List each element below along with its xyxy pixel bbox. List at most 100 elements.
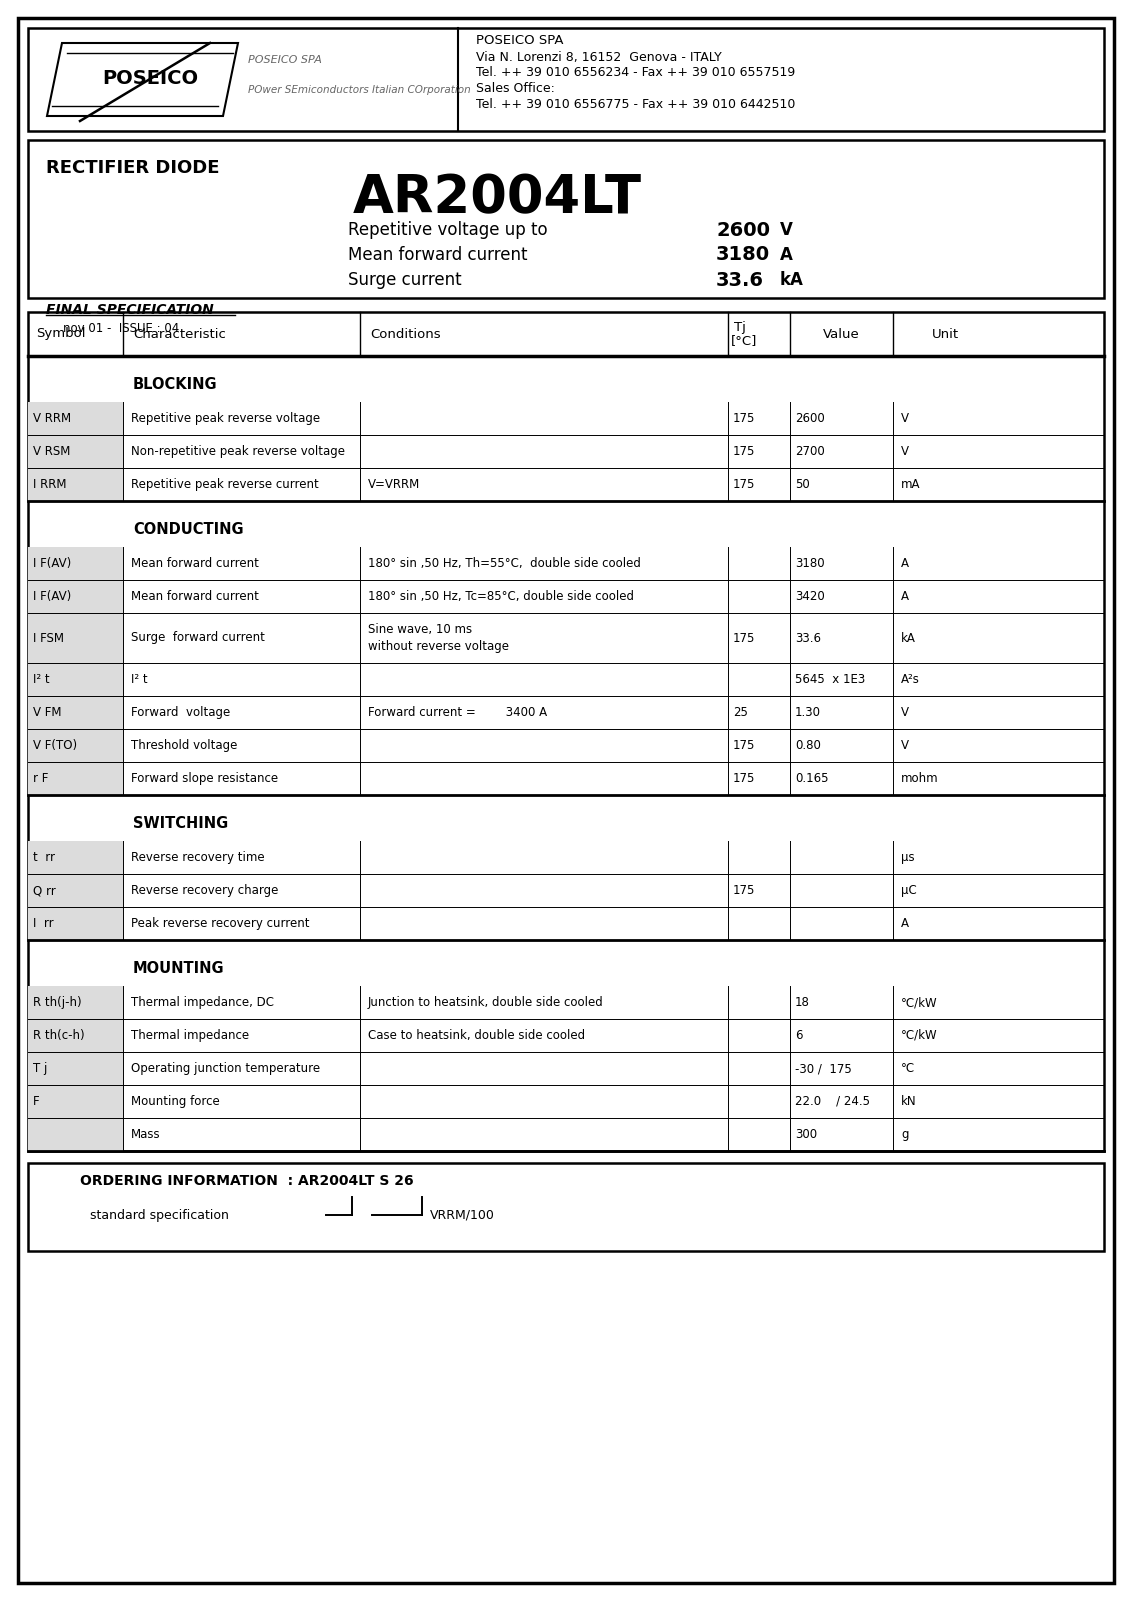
Text: Forward  voltage: Forward voltage: [131, 706, 231, 718]
Text: °C/kW: °C/kW: [901, 995, 938, 1010]
Text: Non-repetitive peak reverse voltage: Non-repetitive peak reverse voltage: [131, 445, 345, 458]
Text: 50: 50: [795, 478, 810, 491]
Text: RECTIFIER DIODE: RECTIFIER DIODE: [46, 158, 219, 178]
Bar: [28, 467, 123, 501]
Text: kN: kN: [901, 1094, 916, 1107]
Bar: [28, 613, 123, 662]
Bar: [28, 1019, 123, 1053]
Bar: [28, 842, 123, 874]
Text: Q rr: Q rr: [33, 883, 55, 898]
Text: R th(j-h): R th(j-h): [33, 995, 81, 1010]
Text: POSEICO: POSEICO: [102, 69, 198, 88]
Text: Reverse recovery charge: Reverse recovery charge: [131, 883, 278, 898]
Text: BLOCKING: BLOCKING: [133, 378, 217, 392]
Text: Mean forward current: Mean forward current: [131, 557, 259, 570]
Bar: [28, 662, 123, 696]
Text: Thermal impedance, DC: Thermal impedance, DC: [131, 995, 274, 1010]
Text: 175: 175: [733, 411, 756, 426]
Text: A: A: [901, 557, 909, 570]
Text: Conditions: Conditions: [370, 328, 441, 341]
Text: Via N. Lorenzi 8, 16152  Genova - ITALY: Via N. Lorenzi 8, 16152 Genova - ITALY: [476, 51, 722, 64]
Bar: [28, 402, 123, 435]
Text: R th(c-h): R th(c-h): [33, 1029, 85, 1042]
Text: 180° sin ,50 Hz, Tc=85°C, double side cooled: 180° sin ,50 Hz, Tc=85°C, double side co…: [368, 590, 634, 603]
Text: 2700: 2700: [795, 445, 824, 458]
Text: Repetitive peak reverse current: Repetitive peak reverse current: [131, 478, 319, 491]
Text: F: F: [33, 1094, 40, 1107]
Text: V: V: [901, 445, 909, 458]
Text: Repetitive voltage up to: Repetitive voltage up to: [348, 221, 547, 238]
Bar: [28, 141, 1104, 298]
Text: V: V: [901, 411, 909, 426]
Text: SWITCHING: SWITCHING: [133, 816, 228, 830]
Text: A: A: [780, 246, 793, 264]
Text: Sales Office:: Sales Office:: [476, 83, 555, 96]
Bar: [28, 696, 123, 730]
Text: kA: kA: [901, 632, 916, 645]
Text: POSEICO SPA: POSEICO SPA: [248, 54, 322, 66]
Text: Thermal impedance: Thermal impedance: [131, 1029, 249, 1042]
Text: V: V: [780, 221, 793, 238]
Text: I² t: I² t: [33, 674, 50, 686]
Text: mohm: mohm: [901, 773, 939, 786]
Text: V F(TO): V F(TO): [33, 739, 77, 752]
Text: 2600: 2600: [716, 221, 770, 240]
Text: Case to heatsink, double side cooled: Case to heatsink, double side cooled: [368, 1029, 585, 1042]
Text: Tj: Tj: [734, 320, 745, 333]
Text: Symbol: Symbol: [36, 328, 86, 341]
Bar: [28, 986, 123, 1019]
Text: I  rr: I rr: [33, 917, 53, 930]
Text: Mean forward current: Mean forward current: [131, 590, 259, 603]
Text: 300: 300: [795, 1128, 817, 1141]
Text: kA: kA: [780, 270, 804, 290]
Text: V FM: V FM: [33, 706, 61, 718]
Text: Surge current: Surge current: [348, 270, 461, 290]
Text: [°C]: [°C]: [731, 334, 758, 347]
Text: ORDERING INFORMATION  : AR2004LT S 26: ORDERING INFORMATION : AR2004LT S 26: [80, 1174, 414, 1187]
Text: A²s: A²s: [901, 674, 920, 686]
Text: 33.6: 33.6: [795, 632, 821, 645]
Text: A: A: [901, 917, 909, 930]
Text: MOUNTING: MOUNTING: [133, 962, 225, 976]
Text: POSEICO SPA: POSEICO SPA: [476, 35, 563, 48]
Text: Mass: Mass: [131, 1128, 161, 1141]
Text: Value: Value: [823, 328, 860, 341]
Text: 3180: 3180: [795, 557, 824, 570]
Text: Forward current =        3400 A: Forward current = 3400 A: [368, 706, 547, 718]
Text: 22.0    / 24.5: 22.0 / 24.5: [795, 1094, 870, 1107]
Text: 6: 6: [795, 1029, 803, 1042]
Text: 175: 175: [733, 445, 756, 458]
Bar: [28, 27, 1104, 131]
Text: V: V: [901, 739, 909, 752]
Text: I F(AV): I F(AV): [33, 590, 71, 603]
Text: μs: μs: [901, 851, 915, 864]
Text: POwer SEmiconductors Italian COrporation: POwer SEmiconductors Italian COrporation: [248, 85, 470, 94]
Text: mA: mA: [901, 478, 921, 491]
Text: 25: 25: [733, 706, 748, 718]
Bar: [28, 762, 123, 795]
Text: 5645  x 1E3: 5645 x 1E3: [795, 674, 865, 686]
Text: Repetitive peak reverse voltage: Repetitive peak reverse voltage: [131, 411, 320, 426]
Text: 175: 175: [733, 883, 756, 898]
Text: FINAL SPECIFICATION: FINAL SPECIFICATION: [46, 302, 214, 317]
Text: Tel. ++ 39 010 6556775 - Fax ++ 39 010 6442510: Tel. ++ 39 010 6556775 - Fax ++ 39 010 6…: [476, 99, 795, 112]
Text: I² t: I² t: [131, 674, 148, 686]
Text: Mean forward current: Mean forward current: [348, 246, 527, 264]
Text: I FSM: I FSM: [33, 632, 64, 645]
Text: Surge  forward current: Surge forward current: [131, 632, 265, 645]
Text: Sine wave, 10 ms: Sine wave, 10 ms: [368, 622, 472, 635]
Text: 1.30: 1.30: [795, 706, 821, 718]
Bar: [28, 312, 1104, 1150]
Text: 175: 175: [733, 478, 756, 491]
Text: T j: T j: [33, 1062, 48, 1075]
Text: A: A: [901, 590, 909, 603]
Text: 0.165: 0.165: [795, 773, 829, 786]
Text: °C: °C: [901, 1062, 915, 1075]
Text: CONDUCTING: CONDUCTING: [133, 522, 243, 538]
Bar: [28, 1163, 1104, 1251]
Text: 3180: 3180: [716, 245, 770, 264]
Text: 33.6: 33.6: [716, 270, 765, 290]
Text: μC: μC: [901, 883, 917, 898]
Text: VRRM/100: VRRM/100: [430, 1208, 495, 1221]
Bar: [28, 1053, 123, 1085]
